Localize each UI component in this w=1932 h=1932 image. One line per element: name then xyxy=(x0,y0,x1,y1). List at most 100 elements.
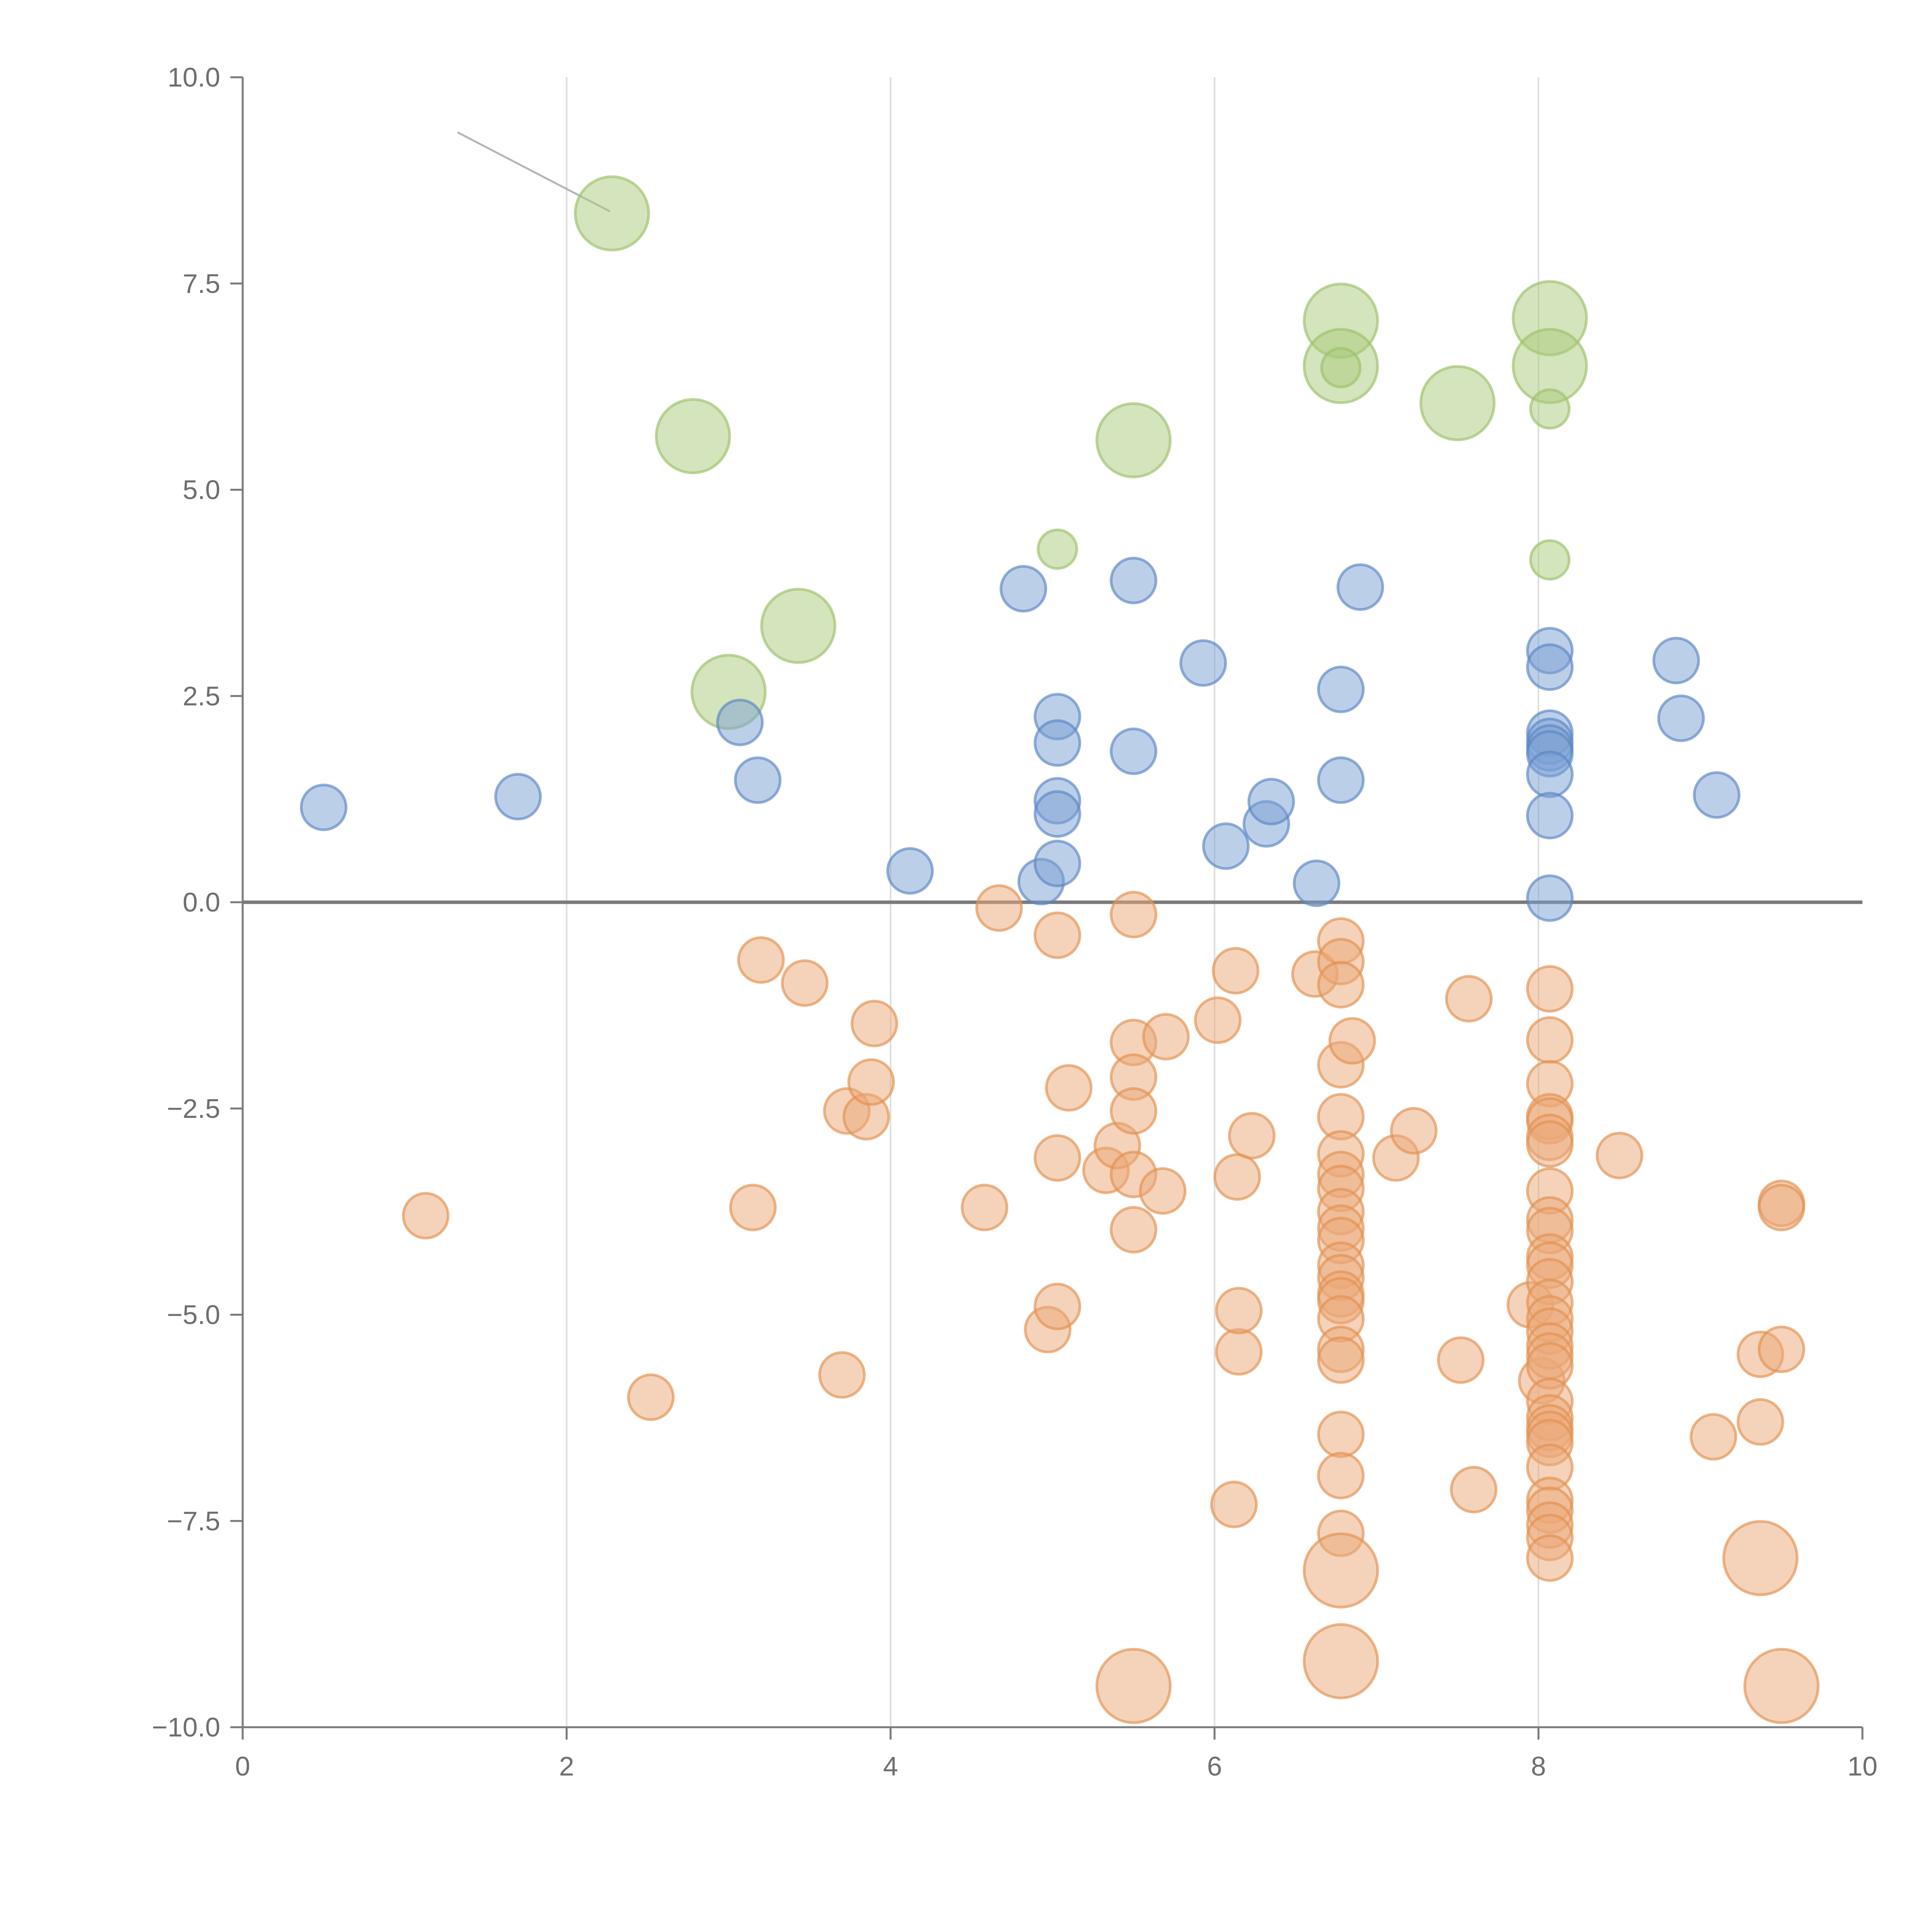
orange-bubble-94 xyxy=(1595,1131,1643,1179)
orange-bubble-25 xyxy=(1139,1167,1187,1215)
orange-bubble-15 xyxy=(1034,1134,1082,1182)
orange-bubble-32 xyxy=(1215,1287,1263,1335)
green-bubble-9 xyxy=(1419,365,1496,441)
blue-bubble-18 xyxy=(1293,859,1340,907)
orange-bubble-100 xyxy=(1757,1325,1805,1373)
orange-bubble-1 xyxy=(627,1373,675,1421)
blue-bubble-17 xyxy=(1247,778,1295,826)
orange-bubble-22 xyxy=(1110,1087,1158,1135)
green-bubble-3 xyxy=(760,588,837,664)
blue-bubble-5 xyxy=(1000,565,1048,613)
axes xyxy=(230,76,1864,1740)
orange-bubble-27 xyxy=(1194,996,1242,1044)
orange-bubble-16 xyxy=(1045,1064,1093,1112)
green-bubble-8 xyxy=(1320,347,1362,389)
orange-bubble-29 xyxy=(1212,947,1260,995)
blue-bubble-32 xyxy=(1657,694,1705,742)
orange-bubble-93 xyxy=(1526,1534,1574,1582)
orange-bubble-30 xyxy=(1213,1153,1261,1201)
y-tick-label-4: 0.0 xyxy=(183,887,220,917)
blue-bubble-4 xyxy=(886,847,934,895)
orange-bubble-4 xyxy=(781,959,829,1007)
blue-bubble-2 xyxy=(716,699,764,747)
blue-bubble-13 xyxy=(1110,727,1158,775)
x-tick-label-2: 4 xyxy=(883,1751,898,1781)
blue-bubble-21 xyxy=(1336,563,1384,611)
blue-bubble-3 xyxy=(734,756,782,804)
blue-bubble-0 xyxy=(300,783,348,831)
orange-bubble-13 xyxy=(1034,1282,1082,1330)
orange-bubble-95 xyxy=(1689,1413,1737,1461)
blue-bubble-12 xyxy=(1110,556,1158,604)
blue-bubble-31 xyxy=(1652,636,1700,684)
orange-bubble-37 xyxy=(1317,961,1365,1009)
tick-labels: 10.0 7.5 5.0 2.5 0.0 −2.5 −5.0 −7.5 −10.0 0 2 4 6 8 10 xyxy=(152,62,1878,1781)
orange-bubble-0 xyxy=(402,1192,450,1240)
orange-bubble-31 xyxy=(1215,1328,1263,1376)
y-tick-label-8: −10.0 xyxy=(152,1712,220,1742)
blue-bubble-23 xyxy=(1526,643,1574,691)
green-bubble-13 xyxy=(1529,539,1571,581)
blue-bubble-11 xyxy=(1034,840,1082,888)
green-bubble-0 xyxy=(574,175,650,252)
y-tick-label-1: 7.5 xyxy=(183,269,220,299)
orange-bubble-53 xyxy=(1317,1410,1365,1458)
y-tick-label-0: 10.0 xyxy=(168,62,220,92)
blue-bubble-10 xyxy=(1034,790,1082,838)
blue-bubble-28 xyxy=(1526,750,1574,798)
orange-bubble-103 xyxy=(1303,1623,1379,1699)
orange-bubble-104 xyxy=(1722,1520,1799,1596)
orange-bubble-10 xyxy=(961,1184,1009,1231)
green-bubble-12 xyxy=(1529,388,1571,430)
orange-bubble-9 xyxy=(850,1000,898,1048)
orange-bubble-2 xyxy=(729,1184,777,1231)
orange-bubble-101 xyxy=(1095,1648,1172,1724)
orange-bubble-24 xyxy=(1110,1206,1158,1254)
green-bubble-1 xyxy=(655,398,731,474)
orange-bubble-59 xyxy=(1437,1336,1485,1384)
orange-bubble-8 xyxy=(847,1058,895,1106)
orange-bubble-102 xyxy=(1303,1532,1379,1609)
orange-bubble-5 xyxy=(818,1351,866,1399)
blue-bubble-30 xyxy=(1526,874,1574,922)
orange-bubble-105 xyxy=(1743,1648,1820,1724)
blue-bubble-29 xyxy=(1526,792,1574,840)
orange-bubble-26 xyxy=(1142,1013,1190,1061)
orange-bubble-64 xyxy=(1526,965,1574,1013)
x-tick-label-3: 6 xyxy=(1207,1751,1222,1781)
orange-bubble-54 xyxy=(1317,1452,1365,1500)
orange-bubble-58 xyxy=(1390,1107,1438,1155)
orange-bubble-70 xyxy=(1526,1120,1574,1168)
blue-bubble-15 xyxy=(1202,822,1250,870)
y-tick-label-5: −2.5 xyxy=(167,1094,220,1124)
x-tick-label-1: 2 xyxy=(559,1751,574,1781)
orange-bubble-28 xyxy=(1210,1481,1258,1529)
blue-bubble-14 xyxy=(1179,639,1227,687)
orange-bubble-65 xyxy=(1526,1016,1574,1064)
orange-bubble-60 xyxy=(1445,975,1493,1023)
blue-bubble-1 xyxy=(494,773,542,821)
orange-bubble-11 xyxy=(975,884,1023,932)
orange-bubble-33 xyxy=(1228,1112,1276,1160)
y-tick-label-3: 2.5 xyxy=(183,681,220,711)
x-tick-label-5: 10 xyxy=(1847,1751,1878,1781)
orange-bubble-99 xyxy=(1757,1184,1805,1231)
y-tick-label-6: −5.0 xyxy=(167,1300,220,1330)
y-tick-label-2: 5.0 xyxy=(183,475,220,505)
orange-bubble-52 xyxy=(1317,1336,1365,1384)
orange-bubble-61 xyxy=(1450,1466,1498,1514)
orange-bubble-3 xyxy=(737,936,785,984)
orange-bubble-14 xyxy=(1034,911,1082,959)
blue-bubble-33 xyxy=(1693,771,1741,819)
bubbles xyxy=(300,175,1820,1724)
green-bubble-5 xyxy=(1095,402,1172,478)
blue-bubble-8 xyxy=(1034,719,1082,767)
green-bubble-4 xyxy=(1037,528,1078,570)
x-tick-label-4: 8 xyxy=(1531,1751,1546,1781)
y-tick-label-7: −7.5 xyxy=(167,1506,220,1536)
orange-bubble-56 xyxy=(1328,1017,1376,1065)
x-tick-label-0: 0 xyxy=(235,1751,250,1781)
blue-bubble-19 xyxy=(1317,665,1365,713)
